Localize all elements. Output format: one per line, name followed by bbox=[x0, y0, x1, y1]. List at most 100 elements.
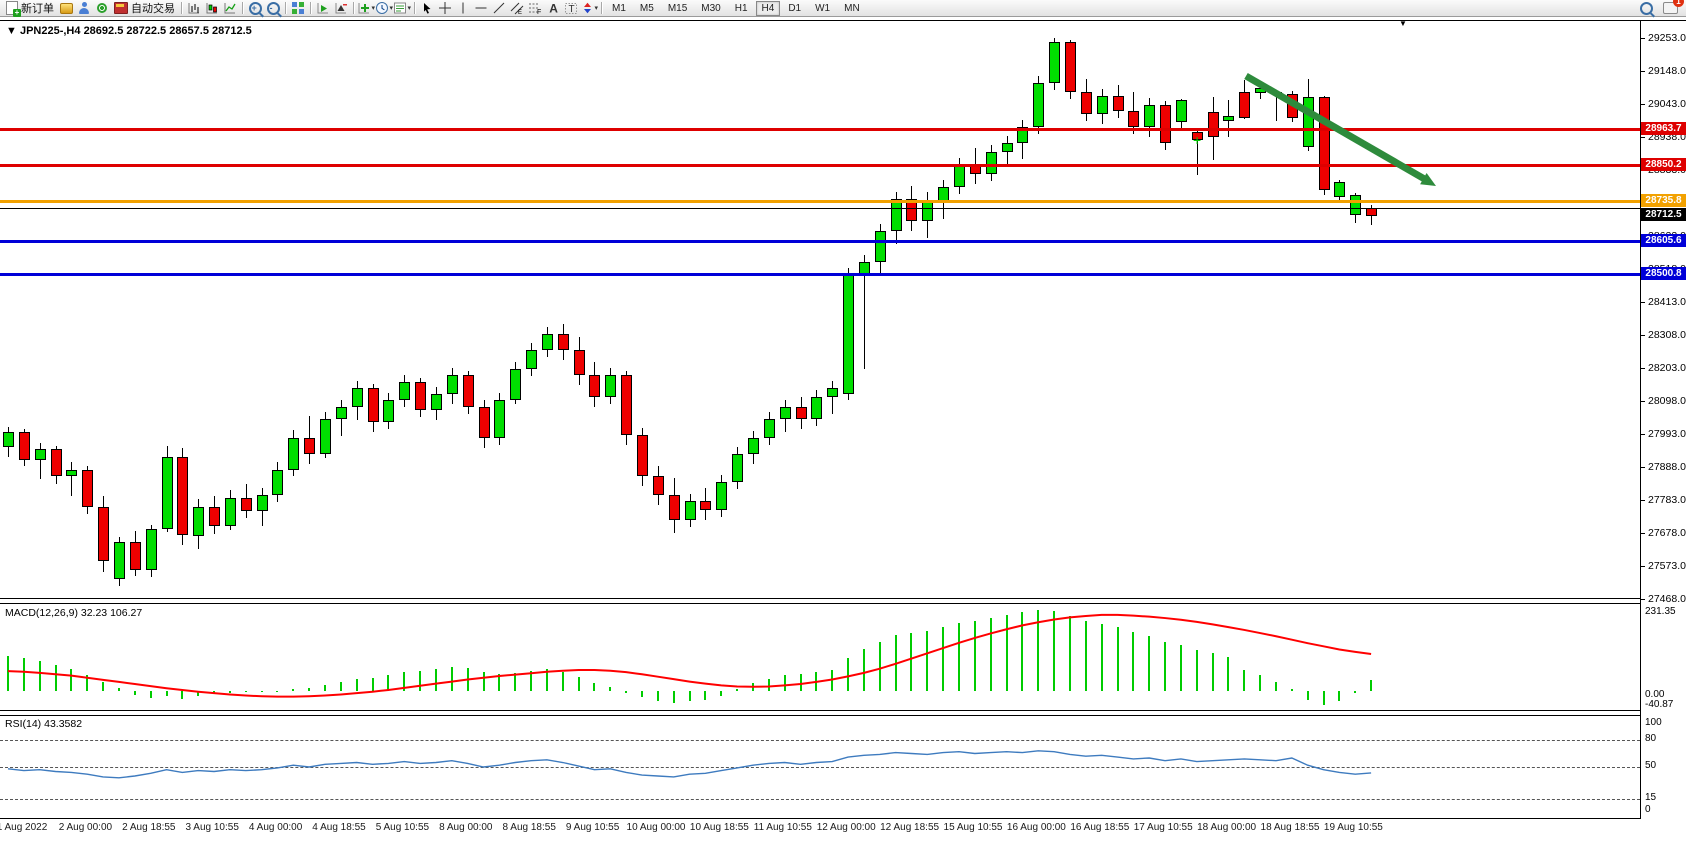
price-axis-tick bbox=[1640, 499, 1645, 501]
candle-body bbox=[351, 387, 363, 407]
macd-histogram-bar bbox=[1179, 644, 1182, 691]
timeframe-m30-button[interactable]: M30 bbox=[701, 2, 721, 14]
trendline-icon[interactable] bbox=[490, 0, 508, 16]
arrows-icon[interactable]: ▾ bbox=[580, 0, 598, 16]
candlestick-chart-icon[interactable] bbox=[203, 0, 221, 16]
bar-chart-icon[interactable] bbox=[185, 0, 203, 16]
price-axis-tick bbox=[1640, 433, 1645, 435]
macd-histogram-bar bbox=[38, 661, 41, 691]
chat-icon[interactable]: 1 bbox=[1661, 0, 1684, 16]
crosshair-icon[interactable] bbox=[436, 0, 454, 16]
macd-histogram-bar bbox=[308, 687, 311, 691]
timeframe-d1-button[interactable]: D1 bbox=[788, 2, 802, 14]
templates-caret-icon[interactable]: ▾ bbox=[407, 5, 411, 12]
zoom-out-icon[interactable]: - bbox=[264, 0, 282, 17]
macd-histogram-bar bbox=[117, 688, 120, 691]
line-chart-icon[interactable] bbox=[221, 0, 239, 16]
chart-shift-marker-icon[interactable]: ▼ bbox=[1399, 19, 1407, 28]
macd-axis-label: 231.35 bbox=[1645, 606, 1676, 617]
macd-histogram-bar bbox=[165, 691, 168, 697]
price-axis-tick bbox=[1640, 334, 1645, 336]
price-label-28500.8: 28500.8 bbox=[1641, 267, 1686, 281]
price-hline-28735.8[interactable] bbox=[0, 199, 1640, 203]
horizontal-line-icon[interactable] bbox=[472, 0, 490, 16]
autotrading-button[interactable]: 自动交易 bbox=[111, 0, 178, 16]
price-axis-tick bbox=[1640, 38, 1645, 39]
rsi-level-line-15 bbox=[0, 798, 1640, 800]
candle-body bbox=[383, 400, 395, 423]
macd-histogram-bar bbox=[22, 657, 25, 691]
candle-body bbox=[1239, 91, 1251, 118]
cursor-icon[interactable] bbox=[418, 0, 436, 16]
candle-body bbox=[1334, 181, 1346, 198]
chart-top-border bbox=[0, 20, 1686, 21]
timeframe-m1-button[interactable]: M1 bbox=[612, 2, 626, 14]
timeframe-m5-button[interactable]: M5 bbox=[639, 2, 654, 14]
candle-body bbox=[1033, 82, 1045, 127]
svg-text:A: A bbox=[549, 2, 558, 16]
macd-histogram-bar bbox=[1148, 635, 1151, 691]
search-icon[interactable] bbox=[1637, 0, 1655, 17]
deposit-icon[interactable] bbox=[57, 0, 75, 16]
periods-caret-icon[interactable]: ▾ bbox=[389, 5, 393, 12]
chart-menu-icon[interactable]: ▼ bbox=[6, 25, 17, 37]
macd-histogram-bar bbox=[672, 691, 675, 704]
account-icon[interactable] bbox=[75, 0, 93, 16]
macd-histogram-bar bbox=[704, 691, 707, 701]
templates-icon[interactable]: ▾ bbox=[393, 0, 411, 16]
macd-histogram-bar bbox=[1021, 612, 1024, 691]
candle-body bbox=[272, 469, 284, 495]
indicators-icon[interactable]: ▾ bbox=[357, 0, 375, 16]
indicators-caret-icon[interactable]: ▾ bbox=[371, 5, 375, 12]
candle-body bbox=[193, 507, 205, 536]
macd-values: 32.23 106.27 bbox=[80, 607, 143, 619]
chart-shift-icon[interactable] bbox=[332, 0, 350, 16]
candle-body bbox=[462, 375, 474, 407]
candle-body bbox=[1175, 99, 1187, 122]
price-hline-28963.7[interactable] bbox=[0, 127, 1640, 131]
arrows-caret-icon[interactable]: ▾ bbox=[594, 5, 598, 12]
text-label-icon[interactable]: T bbox=[562, 0, 580, 16]
timeframe-mn-button[interactable]: MN bbox=[844, 2, 860, 14]
candle-body bbox=[34, 449, 46, 461]
macd-histogram-bar bbox=[593, 683, 596, 691]
equidistant-channel-icon[interactable]: E bbox=[508, 0, 526, 16]
fibonacci-icon[interactable]: F bbox=[526, 0, 544, 16]
time-axis-label: 8 Aug 18:55 bbox=[502, 822, 556, 833]
time-axis-label: 16 Aug 00:00 bbox=[1006, 822, 1066, 833]
auto-scroll-icon[interactable] bbox=[314, 0, 332, 16]
price-hline-28712.5[interactable] bbox=[0, 207, 1640, 209]
candle-body bbox=[430, 394, 442, 410]
zoom-in-icon[interactable]: + bbox=[246, 0, 264, 17]
toolbar-separator bbox=[181, 2, 182, 14]
timeframe-h1-button[interactable]: H1 bbox=[734, 2, 748, 14]
text-icon[interactable]: A bbox=[544, 0, 562, 16]
rsi-value: 43.3582 bbox=[44, 718, 83, 730]
candle-body bbox=[1001, 142, 1013, 153]
macd-histogram-bar bbox=[387, 675, 390, 691]
periods-icon[interactable]: ▾ bbox=[375, 0, 393, 16]
price-hline-28500.8[interactable] bbox=[0, 273, 1640, 277]
toolbar-separator bbox=[310, 2, 311, 14]
macd-histogram-bar bbox=[577, 677, 580, 691]
price-axis-border bbox=[1640, 20, 1641, 818]
macd-histogram-bar bbox=[1338, 691, 1341, 702]
macd-histogram-bar bbox=[260, 691, 263, 693]
vertical-line-icon[interactable] bbox=[454, 0, 472, 16]
macd-histogram-bar bbox=[1005, 614, 1008, 691]
timeframe-w1-button[interactable]: W1 bbox=[815, 2, 831, 14]
candle-body bbox=[954, 164, 965, 187]
rsi-axis-label: 50 bbox=[1645, 760, 1657, 771]
time-axis-label: 4 Aug 00:00 bbox=[248, 822, 303, 833]
timeframe-h4-button[interactable]: H4 bbox=[755, 0, 781, 16]
time-axis-label: 4 Aug 18:55 bbox=[312, 822, 366, 833]
new-order-button[interactable]: + 新订单 bbox=[3, 0, 57, 17]
timeframe-m15-button[interactable]: M15 bbox=[667, 2, 688, 14]
tile-windows-icon[interactable] bbox=[289, 0, 307, 16]
price-hline-28605.6[interactable] bbox=[0, 240, 1640, 244]
price-axis-tick bbox=[1640, 301, 1645, 303]
signals-icon[interactable] bbox=[93, 0, 111, 16]
macd-histogram-bar bbox=[1370, 679, 1373, 691]
candle-body bbox=[652, 475, 664, 495]
price-hline-28850.2[interactable] bbox=[0, 163, 1640, 167]
